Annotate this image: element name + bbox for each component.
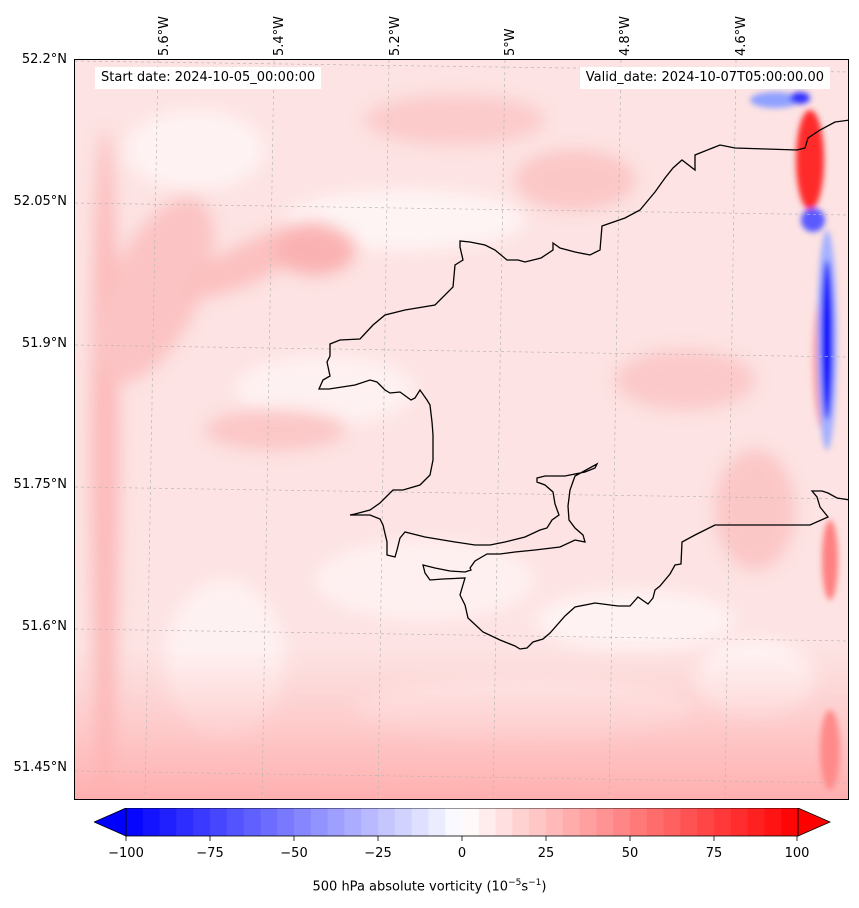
colorbar-cell [210,808,228,836]
colorbar-tick: −25 [364,846,392,861]
colorbar-cell [680,808,698,836]
colorbar-cell [781,808,799,836]
colorbar-cell [529,808,547,836]
colorbar-max-arrow [797,808,831,837]
colorbar-cell [445,808,463,836]
colorbar [94,808,831,837]
colorbar-cell [613,808,631,836]
colorbar-cell [226,808,245,836]
lon-label-4.8w: 4.8°W [618,15,633,56]
vorticity-field [75,60,848,799]
colorbar-cell [294,808,312,836]
valid-date-label: Valid_date: 2024-10-07T05:00:00.00 [579,67,830,89]
colorbar-cell [411,808,429,836]
colorbar-cell [126,808,144,836]
colorbar-cell [394,808,413,836]
start-date-label: Start date: 2024-10-05_00:00:00 [95,67,322,89]
colorbar-tick-marks [125,836,798,841]
colorbar-cell [646,808,665,836]
colorbar-cell [730,808,749,836]
colorbar-cell [546,808,564,836]
colorbar-label: 500 hPa absolute vorticity (10−5s−1) [312,878,547,895]
lat-label-51.75n: 51.75°N [13,477,67,492]
colorbar-cell [327,808,345,836]
map-plot-area [74,59,849,800]
lat-label-51.9n: 51.9°N [21,336,67,351]
lat-label-52.05n: 52.05°N [13,194,67,209]
colorbar-tick: 25 [537,846,555,861]
colorbar-cell [697,808,715,836]
colorbar-cell [361,808,379,836]
colorbar-cell [512,808,530,836]
colorbar-cell [764,808,782,836]
colorbar-cell [562,808,581,836]
colorbar-tick: −75 [196,846,224,861]
colorbar-tick: 0 [457,846,467,861]
colorbar-cell [260,808,278,836]
lat-label-51.6n: 51.6°N [21,619,67,634]
colorbar-min-arrow [94,808,127,837]
colorbar-cell [176,808,194,836]
colorbar-cell [630,808,648,836]
colorbar-cell [344,808,362,836]
colorbar-cell [378,808,396,836]
colorbar-tick: −100 [108,846,144,861]
lon-label-5.2w: 5.2°W [388,15,403,56]
colorbar-cell [495,808,513,836]
colorbar-cell [747,808,765,836]
colorbar-cell [243,808,261,836]
colorbar-cell [428,808,446,836]
lon-label-4.6w: 4.6°W [734,15,749,56]
colorbar-cell [142,808,161,836]
colorbar-cell [277,808,295,836]
lat-label-51.45n: 51.45°N [13,760,67,775]
colorbar-cell [579,808,597,836]
lon-label-5.6w: 5.6°W [157,15,172,56]
lat-label-52.2n: 52.2°N [21,52,67,67]
colorbar-cell [462,808,480,836]
colorbar-cell [596,808,614,836]
colorbar-cell [478,808,497,836]
colorbar-cell [159,808,177,836]
lon-label-5.4w: 5.4°W [272,15,287,56]
colorbar-cell [193,808,211,836]
colorbar-cell [663,808,681,836]
lon-label-5w: 5°W [503,28,518,56]
colorbar-tick: 75 [705,846,723,861]
colorbar-cell [714,808,732,836]
colorbar-tick: 100 [784,846,810,861]
colorbar-cell [310,808,329,836]
colorbar-tick: −50 [280,846,308,861]
colorbar-tick: 50 [621,846,639,861]
coastline [317,119,848,650]
